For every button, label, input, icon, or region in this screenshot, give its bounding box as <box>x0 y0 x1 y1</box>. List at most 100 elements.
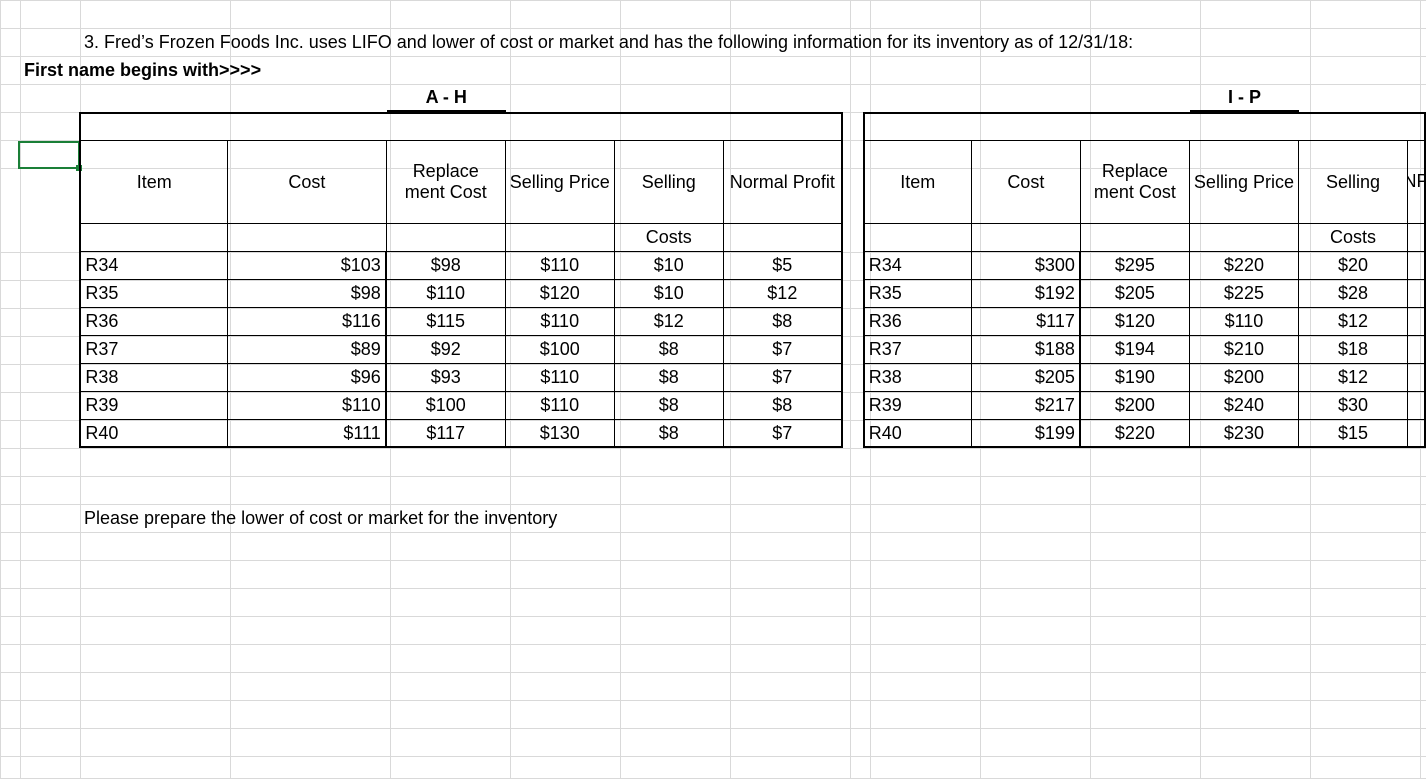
cell-a-sellp[interactable]: $110 <box>506 392 615 420</box>
cell-i-sellp[interactable]: $210 <box>1190 336 1299 364</box>
cell-a-item[interactable]: R37 <box>79 336 228 364</box>
cell-i-sellp[interactable]: $200 <box>1190 364 1299 392</box>
hdr-a-cost: Cost <box>228 140 387 224</box>
cell-i-sellp[interactable]: $225 <box>1190 280 1299 308</box>
cell-i-sell[interactable]: $15 <box>1299 420 1408 448</box>
hdr-i-cost: Cost <box>972 140 1081 224</box>
cell-i-nprof[interactable] <box>1408 392 1426 420</box>
hdr-i-selling: Selling <box>1299 140 1408 224</box>
cell-a-repl[interactable]: $92 <box>387 336 506 364</box>
cell-i-repl[interactable]: $295 <box>1081 252 1190 280</box>
cell-a-item[interactable]: R35 <box>79 280 228 308</box>
cell-i-item[interactable]: R40 <box>863 420 972 448</box>
cell-i-sell[interactable]: $12 <box>1299 308 1408 336</box>
hdr-i-selling-price: Selling Price <box>1190 140 1299 224</box>
cell-i-nprof[interactable] <box>1408 252 1426 280</box>
cell-a-nprof[interactable]: $7 <box>724 364 843 392</box>
cell-a-sellp[interactable]: $110 <box>506 308 615 336</box>
cell-i-repl[interactable]: $220 <box>1081 420 1190 448</box>
table-row: R37$89$92$100$8$7R37$188$194$210$18 <box>0 336 1426 364</box>
cell-i-nprof[interactable] <box>1408 336 1426 364</box>
cell-i-repl[interactable]: $205 <box>1081 280 1190 308</box>
cell-i-repl[interactable]: $120 <box>1081 308 1190 336</box>
cell-i-cost[interactable]: $117 <box>972 308 1081 336</box>
cell-a-nprof[interactable]: $12 <box>724 280 843 308</box>
cell-i-nprof[interactable] <box>1408 364 1426 392</box>
cell-a-sell[interactable]: $10 <box>615 280 724 308</box>
cell-a-sell[interactable]: $8 <box>615 364 724 392</box>
cell-a-repl[interactable]: $115 <box>387 308 506 336</box>
table-row: R34$103$98$110$10$5R34$300$295$220$20 <box>0 252 1426 280</box>
cell-a-nprof[interactable]: $5 <box>724 252 843 280</box>
cell-i-repl[interactable]: $194 <box>1081 336 1190 364</box>
cell-a-item[interactable]: R34 <box>79 252 228 280</box>
cell-a-nprof[interactable]: $8 <box>724 392 843 420</box>
cell-i-cost[interactable]: $300 <box>972 252 1081 280</box>
cell-a-sellp[interactable]: $110 <box>506 364 615 392</box>
cell-i-cost[interactable]: $188 <box>972 336 1081 364</box>
cell-a-sell[interactable]: $10 <box>615 252 724 280</box>
cell-a-cost[interactable]: $98 <box>228 280 387 308</box>
hdr-i-n: NP <box>1408 140 1426 224</box>
cell-i-item[interactable]: R39 <box>863 392 972 420</box>
cell-a-item[interactable]: R38 <box>79 364 228 392</box>
table-row: R36$116$115$110$12$8R36$117$120$110$12 <box>0 308 1426 336</box>
cell-a-repl[interactable]: $117 <box>387 420 506 448</box>
cell-a-cost[interactable]: $89 <box>228 336 387 364</box>
cell-a-sellp[interactable]: $130 <box>506 420 615 448</box>
cell-i-item[interactable]: R38 <box>863 364 972 392</box>
cell-a-nprof[interactable]: $7 <box>724 420 843 448</box>
cell-i-item[interactable]: R36 <box>863 308 972 336</box>
cell-i-cost[interactable]: $205 <box>972 364 1081 392</box>
cell-a-repl[interactable]: $100 <box>387 392 506 420</box>
cell-a-repl[interactable]: $98 <box>387 252 506 280</box>
cell-i-sell[interactable]: $18 <box>1299 336 1408 364</box>
cell-i-repl[interactable]: $200 <box>1081 392 1190 420</box>
hdr-a-selling: Selling <box>615 140 724 224</box>
cell-i-item[interactable]: R37 <box>863 336 972 364</box>
cell-a-nprof[interactable]: $7 <box>724 336 843 364</box>
hdr-a-item: Item <box>79 140 228 224</box>
cell-i-cost[interactable]: $199 <box>972 420 1081 448</box>
cell-a-sell[interactable]: $8 <box>615 392 724 420</box>
cell-i-item[interactable]: R35 <box>863 280 972 308</box>
cell-a-repl[interactable]: $110 <box>387 280 506 308</box>
cell-i-sellp[interactable]: $230 <box>1190 420 1299 448</box>
cell-a-cost[interactable]: $96 <box>228 364 387 392</box>
cell-i-sell[interactable]: $30 <box>1299 392 1408 420</box>
cell-i-item[interactable]: R34 <box>863 252 972 280</box>
cell-i-cost[interactable]: $217 <box>972 392 1081 420</box>
cell-a-sellp[interactable]: $110 <box>506 252 615 280</box>
cell-i-sellp[interactable]: $110 <box>1190 308 1299 336</box>
cell-a-item[interactable]: R39 <box>79 392 228 420</box>
cell-a-item[interactable]: R40 <box>79 420 228 448</box>
table-row: R40$111$117$130$8$7R40$199$220$230$15 <box>0 420 1426 448</box>
hdr-i-replacement: Replace ment Cost <box>1081 140 1190 224</box>
cell-a-sellp[interactable]: $120 <box>506 280 615 308</box>
cell-a-sell[interactable]: $8 <box>615 336 724 364</box>
cell-a-sell[interactable]: $12 <box>615 308 724 336</box>
cell-i-nprof[interactable] <box>1408 280 1426 308</box>
cell-i-sell[interactable]: $20 <box>1299 252 1408 280</box>
cell-a-cost[interactable]: $111 <box>228 420 387 448</box>
cell-i-sellp[interactable]: $220 <box>1190 252 1299 280</box>
hdr-i-costs: Costs <box>1299 224 1408 252</box>
spreadsheet-sheet[interactable]: 3. Fred’s Frozen Foods Inc. uses LIFO an… <box>0 0 1426 778</box>
question-text: 3. Fred’s Frozen Foods Inc. uses LIFO an… <box>80 28 1426 56</box>
cell-i-nprof[interactable] <box>1408 308 1426 336</box>
cell-i-sell[interactable]: $12 <box>1299 364 1408 392</box>
cell-i-sell[interactable]: $28 <box>1299 280 1408 308</box>
cell-i-sellp[interactable]: $240 <box>1190 392 1299 420</box>
hdr-a-replacement: Replace ment Cost <box>387 140 506 224</box>
cell-a-repl[interactable]: $93 <box>387 364 506 392</box>
cell-a-sell[interactable]: $8 <box>615 420 724 448</box>
cell-a-item[interactable]: R36 <box>79 308 228 336</box>
cell-a-sellp[interactable]: $100 <box>506 336 615 364</box>
cell-i-repl[interactable]: $190 <box>1081 364 1190 392</box>
cell-a-cost[interactable]: $116 <box>228 308 387 336</box>
cell-a-cost[interactable]: $110 <box>228 392 387 420</box>
cell-a-cost[interactable]: $103 <box>228 252 387 280</box>
cell-i-cost[interactable]: $192 <box>972 280 1081 308</box>
cell-i-nprof[interactable] <box>1408 420 1426 448</box>
cell-a-nprof[interactable]: $8 <box>724 308 843 336</box>
